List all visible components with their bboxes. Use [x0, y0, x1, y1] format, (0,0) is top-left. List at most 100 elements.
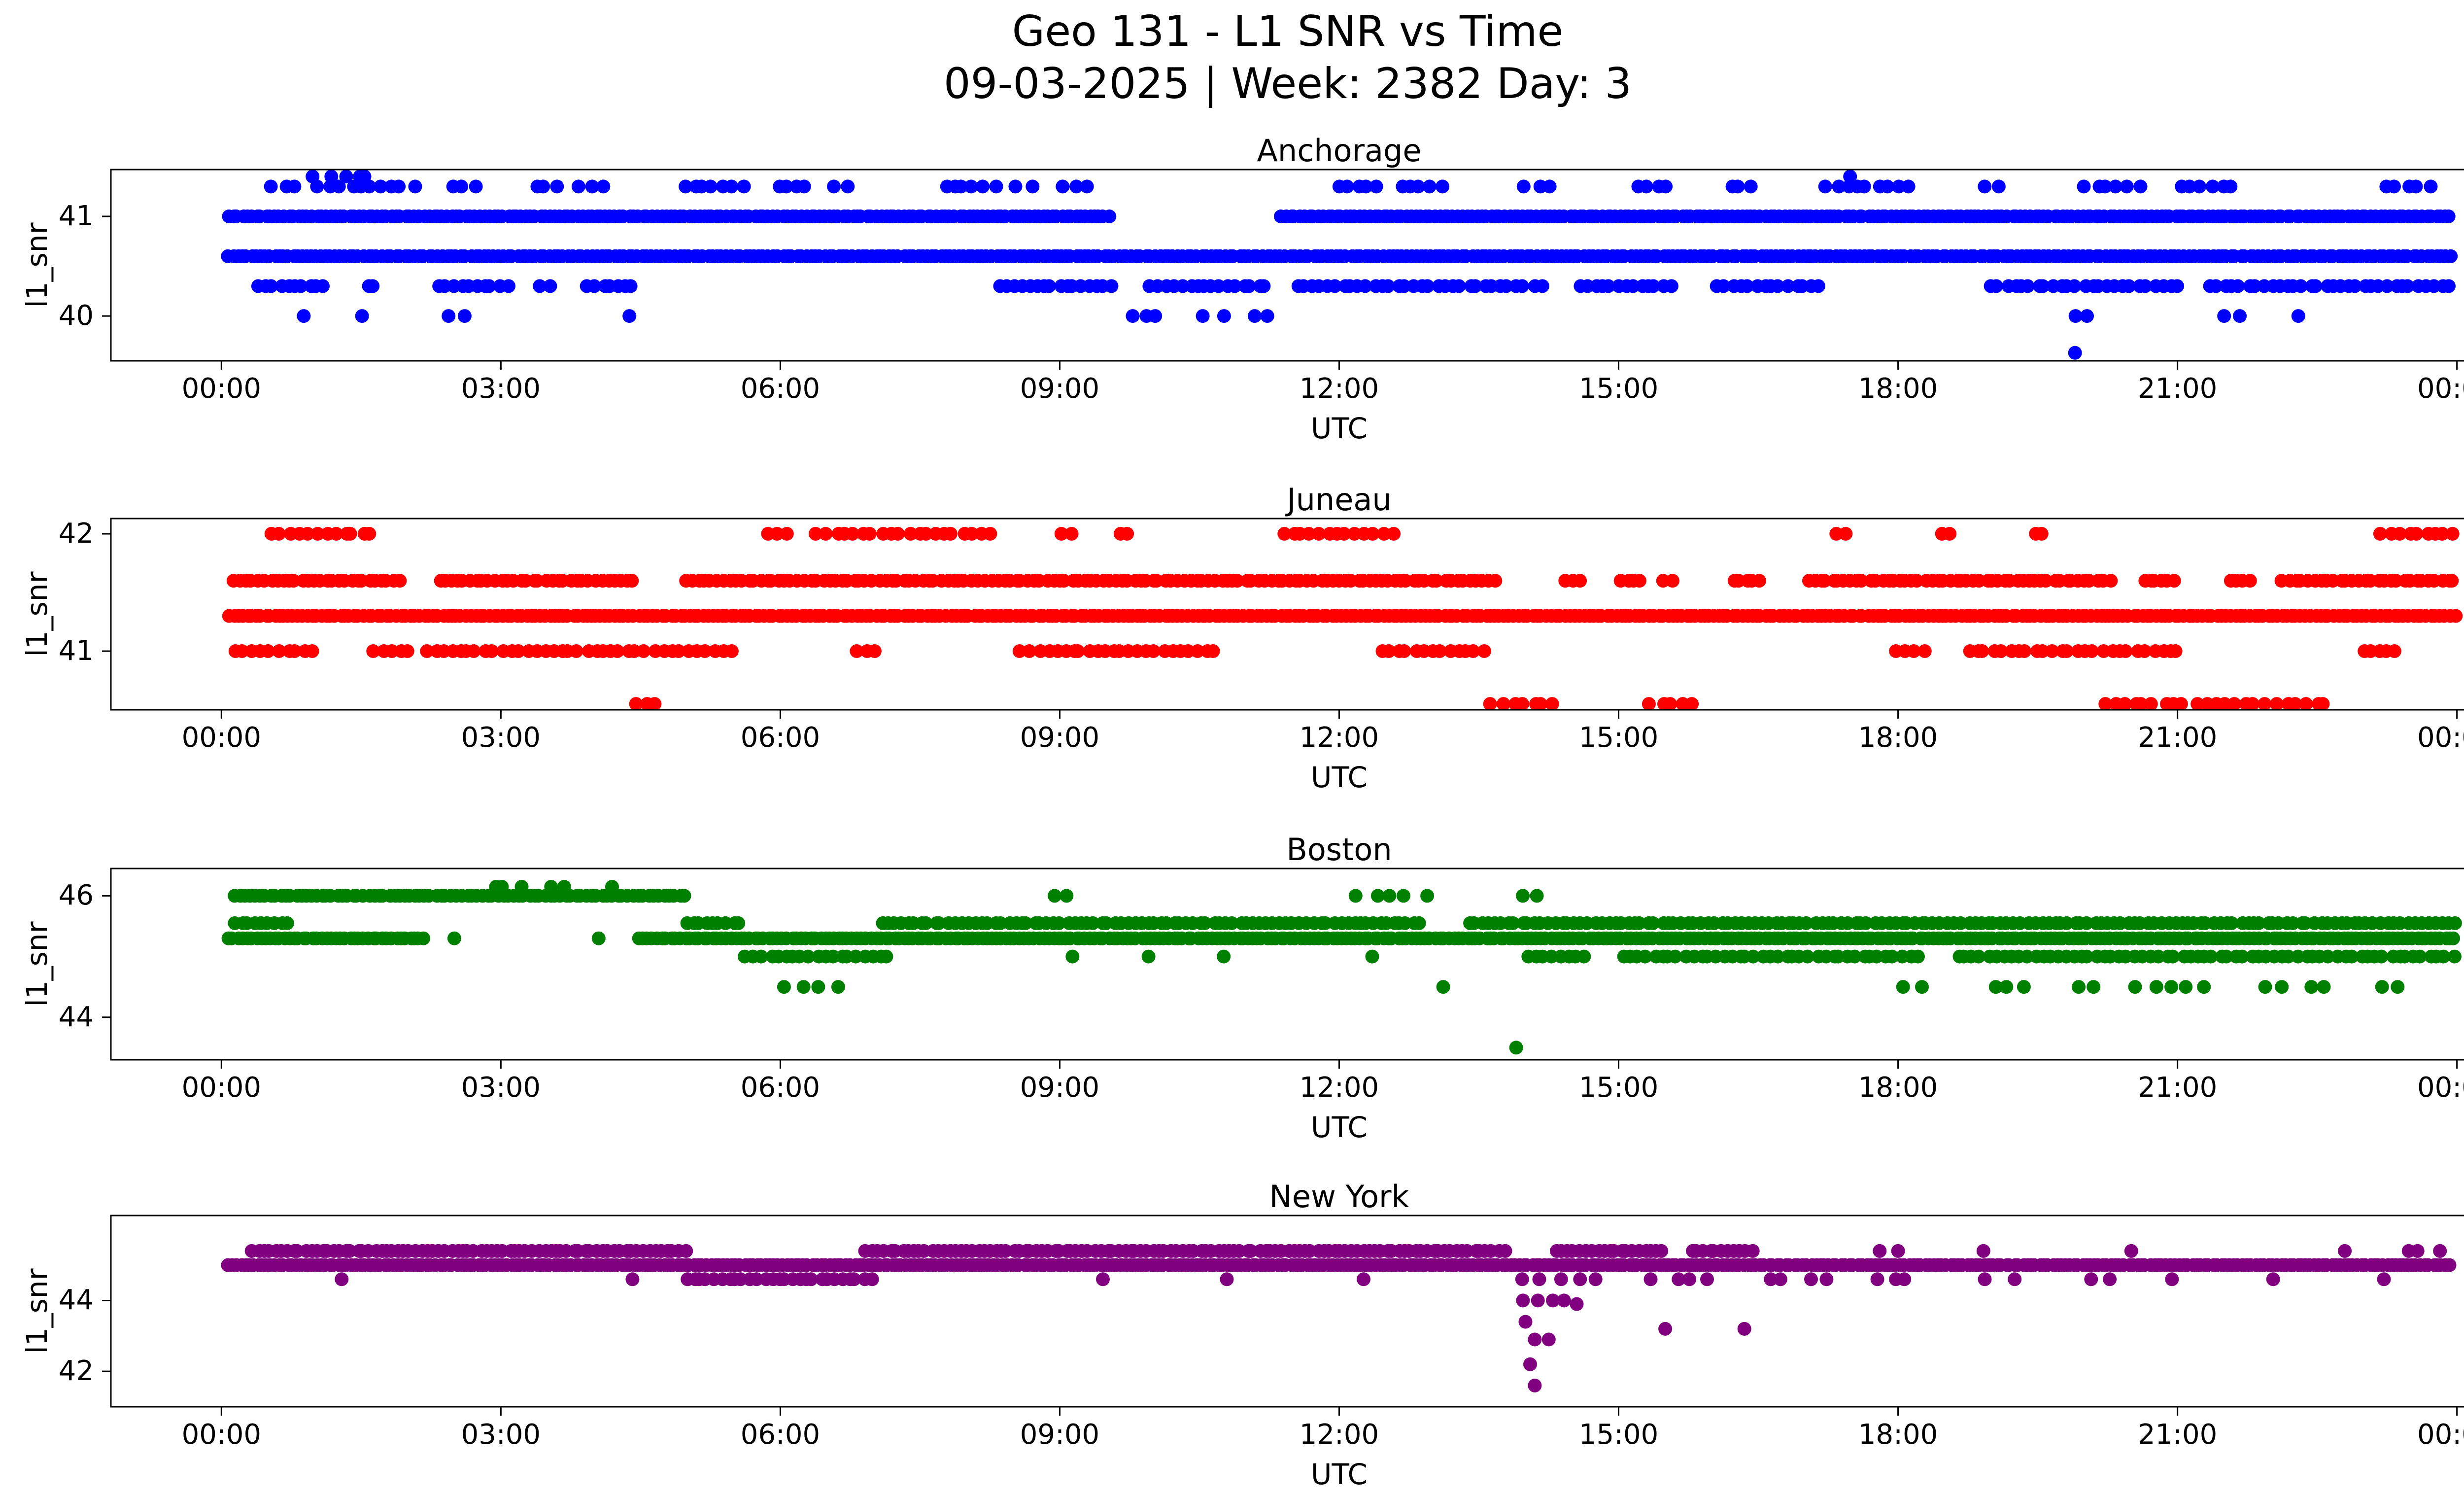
data-point	[2087, 980, 2101, 994]
x-axis-label-utc: UTC	[1311, 1111, 1368, 1144]
y-tick-label: 46	[58, 879, 94, 912]
data-point	[976, 179, 990, 194]
data-point	[1411, 179, 1425, 194]
data-point	[2120, 179, 2134, 194]
data-point	[2122, 279, 2136, 293]
data-point	[1654, 1244, 1669, 1258]
data-point	[1859, 916, 1873, 930]
x-tick-label: 21:00	[2137, 1419, 2218, 1451]
data-point	[2149, 980, 2163, 994]
data-point	[1052, 916, 1066, 930]
data-point	[2446, 931, 2460, 945]
data-point	[272, 644, 286, 658]
data-point	[1099, 916, 1113, 930]
y-tick-label: 42	[58, 1355, 94, 1388]
data-point	[305, 644, 319, 658]
x-tick-label: 12:00	[1299, 722, 1379, 754]
data-point	[1104, 279, 1119, 293]
data-point	[1818, 179, 1832, 194]
data-point	[1026, 179, 1040, 194]
data-point	[1398, 916, 1412, 930]
data-point	[998, 1244, 1013, 1258]
data-point	[2017, 644, 2031, 658]
data-point	[1848, 949, 1862, 964]
data-point	[543, 279, 557, 293]
data-point	[1377, 526, 1391, 541]
data-point	[1366, 526, 1380, 541]
data-point	[943, 526, 958, 541]
data-point	[1771, 279, 1785, 293]
x-tick-label: 06:00	[740, 373, 821, 405]
data-point	[1530, 889, 1544, 903]
data-point	[1340, 179, 1354, 194]
data-point	[1509, 1041, 1523, 1055]
data-point	[2243, 574, 2257, 588]
data-point	[1080, 179, 1094, 194]
data-point	[2444, 249, 2458, 263]
data-point	[1843, 170, 1857, 184]
data-point	[983, 526, 997, 541]
data-point	[2448, 916, 2462, 930]
data-point	[1988, 980, 2003, 994]
data-point	[2293, 279, 2308, 293]
data-point	[2084, 1272, 2098, 1286]
plot-new-york	[102, 1215, 2464, 1416]
data-point	[2167, 574, 2181, 588]
x-tick-label: 03:00	[461, 722, 541, 754]
data-point	[1731, 179, 1745, 194]
data-point	[301, 526, 315, 541]
data-point	[1682, 1272, 1697, 1286]
scatter-series-boston	[221, 880, 2462, 1055]
data-point	[1911, 949, 1925, 964]
data-point	[1102, 209, 1117, 223]
data-point	[1318, 916, 1333, 930]
data-point	[2204, 949, 2218, 964]
data-point	[610, 644, 624, 658]
data-point	[1976, 1244, 1990, 1258]
data-point	[2393, 526, 2407, 541]
data-point	[1799, 916, 1814, 930]
data-point	[286, 574, 301, 588]
data-point	[1496, 697, 1510, 710]
scatter-series-new-york	[221, 1244, 2457, 1392]
x-tick-label: 09:00	[1020, 1072, 1100, 1104]
data-point	[1804, 1272, 1818, 1286]
data-point	[1917, 644, 1932, 658]
x-tick-label: 18:00	[1858, 1072, 1938, 1104]
data-point	[2168, 644, 2183, 658]
x-tick-label: 00:00	[2417, 1072, 2464, 1104]
data-point	[2246, 697, 2259, 710]
data-point	[679, 1244, 693, 1258]
data-point	[1771, 949, 1785, 964]
data-point	[1060, 889, 1074, 903]
data-point	[919, 526, 933, 541]
data-point	[442, 309, 456, 323]
x-tick-label: 06:00	[740, 1419, 821, 1451]
data-point	[964, 179, 978, 194]
data-point	[623, 279, 638, 293]
data-point	[2338, 1244, 2352, 1258]
data-point	[1420, 889, 1435, 903]
data-point	[2039, 574, 2053, 588]
data-point	[530, 574, 544, 588]
data-point	[754, 949, 768, 964]
data-point	[1420, 279, 1435, 293]
y-tick-label: 44	[58, 1284, 94, 1317]
data-point	[677, 889, 691, 903]
data-point	[1532, 1272, 1546, 1286]
data-point	[2170, 279, 2185, 293]
data-point	[1819, 1272, 1834, 1286]
data-point	[596, 179, 611, 194]
data-point	[1382, 889, 1397, 903]
data-point	[1071, 644, 1085, 658]
data-point	[2409, 526, 2424, 541]
data-point	[1433, 644, 1447, 658]
data-point	[1554, 1272, 1568, 1286]
x-tick-label: 03:00	[461, 1419, 541, 1451]
data-point	[2224, 916, 2239, 930]
data-point	[850, 644, 864, 658]
data-point	[865, 1272, 879, 1286]
data-point	[1181, 644, 1195, 658]
data-point	[2133, 179, 2148, 194]
